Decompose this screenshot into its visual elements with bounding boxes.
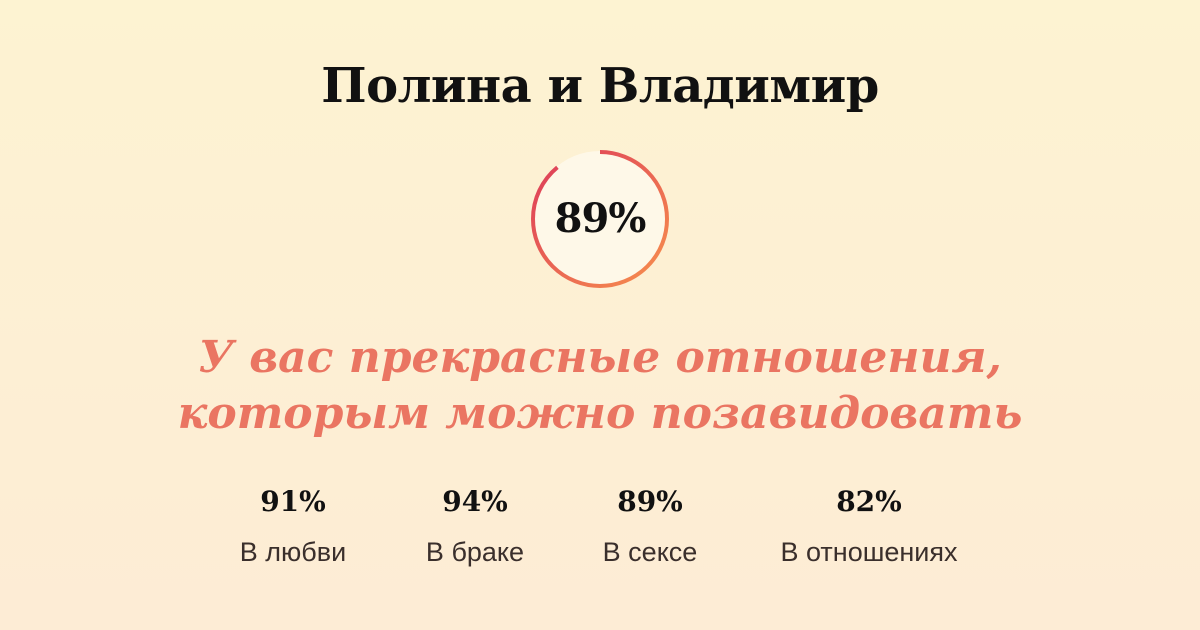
ring-progress-arc [531, 150, 669, 288]
compatibility-ring [531, 150, 669, 288]
stat-label: В отношениях [780, 537, 958, 567]
stat-label: В браке [425, 537, 525, 567]
overall-score: 89% [554, 195, 647, 242]
stat-value: 94% [442, 485, 508, 518]
verdict-text: У вас прекрасные отношения, которым можн… [0, 330, 1200, 442]
stat-value: 89% [617, 485, 683, 518]
stat-sex: 89% В сексе [603, 485, 698, 568]
stat-relationship: 82% В отношениях [780, 485, 957, 568]
stat-love: 91% В любви [240, 485, 346, 568]
stat-value: 91% [260, 485, 326, 518]
stat-label: В сексе [602, 537, 698, 567]
stat-label: В любви [239, 537, 347, 567]
stat-marriage: 94% В браке [426, 485, 524, 568]
ring-background [532, 151, 668, 287]
page-title: Полина и Владимир [321, 58, 879, 114]
stat-value: 82% [836, 485, 902, 518]
verdict-line-1: У вас прекрасные отношения, [198, 332, 1002, 383]
verdict-line-2: которым можно позавидовать [177, 388, 1023, 439]
